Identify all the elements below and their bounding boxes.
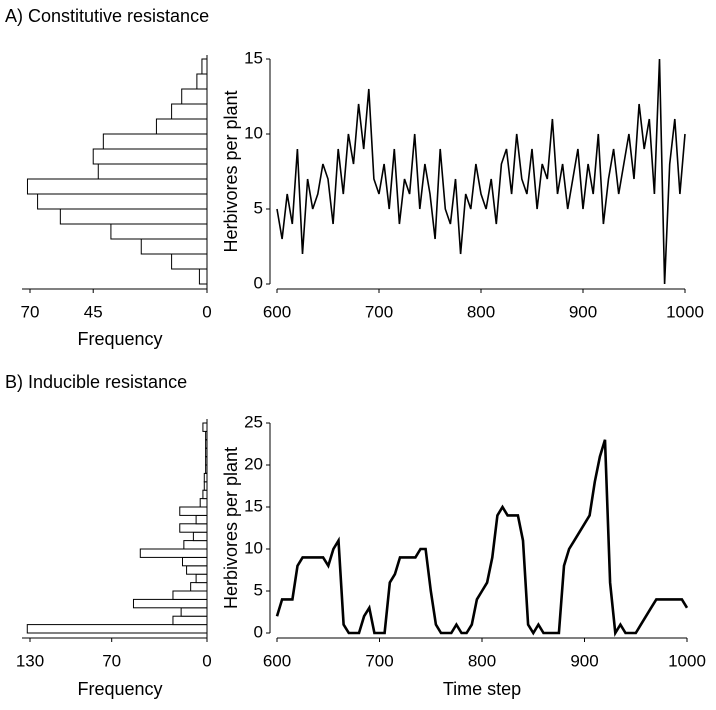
x-tick-label: 45 — [84, 302, 103, 321]
histogram-bar — [181, 556, 208, 567]
panel-title: A) Constitutive resistance — [5, 6, 209, 26]
x-tick-label: 130 — [16, 651, 44, 670]
histogram-bar — [203, 472, 208, 483]
histogram-bar — [179, 523, 208, 533]
histogram-bar — [202, 489, 208, 500]
panel-title: B) Inducible resistance — [5, 372, 187, 392]
x-tick-label: 600 — [263, 302, 291, 321]
x-axis-label: Time step — [443, 679, 521, 699]
x-tick-label: 600 — [263, 651, 291, 670]
y-tick-label: 0 — [254, 273, 263, 292]
histogram-bar — [180, 607, 208, 617]
histogram-bar — [110, 223, 208, 240]
x-tick-label: 700 — [365, 651, 393, 670]
histogram-bar — [202, 422, 208, 432]
histogram-bar — [155, 118, 208, 135]
histogram-bar — [132, 598, 208, 609]
histogram-bar — [26, 178, 208, 195]
x-tick-label: 700 — [365, 302, 393, 321]
y-axis-label: Herbivores per plant — [221, 90, 241, 252]
histogram-bar — [139, 548, 208, 558]
histogram-bar — [192, 531, 208, 542]
histogram-bar — [203, 481, 208, 491]
histogram-bar — [92, 148, 208, 165]
histogram-bar — [172, 615, 208, 626]
histogram-bar — [186, 565, 208, 575]
histogram-bar — [181, 88, 208, 105]
y-tick-label: 25 — [244, 412, 263, 431]
histogram-bar — [201, 58, 208, 75]
histogram-bar — [205, 430, 208, 441]
x-tick-label: 800 — [467, 302, 495, 321]
x-tick-label: 900 — [570, 651, 598, 670]
y-tick-label: 20 — [244, 454, 263, 473]
histogram-bar — [205, 456, 208, 466]
histogram-bar — [205, 439, 208, 449]
x-tick-label: 0 — [202, 302, 211, 321]
y-tick-label: 5 — [254, 580, 263, 599]
x-tick-label: 70 — [102, 651, 121, 670]
x-tick-label: 0 — [202, 651, 211, 670]
histogram-bar — [190, 582, 208, 592]
histogram-bar — [59, 208, 208, 225]
histogram-bar — [171, 103, 208, 120]
histogram-bar — [171, 253, 208, 270]
histogram-bar — [195, 573, 208, 584]
y-tick-label: 10 — [244, 123, 263, 142]
x-tick-label: 900 — [569, 302, 597, 321]
histogram-bar — [37, 193, 208, 210]
x-axis-label: Frequency — [77, 329, 162, 349]
histogram-bar — [205, 464, 208, 474]
histogram-bar — [195, 514, 208, 525]
histogram-bar — [205, 447, 208, 458]
histogram-bar — [172, 590, 208, 600]
x-tick-label: 1000 — [668, 651, 706, 670]
histogram-bar — [198, 268, 208, 285]
histogram-bar — [179, 506, 208, 516]
histogram-bar — [196, 73, 208, 90]
histogram-bar — [183, 540, 208, 550]
y-tick-label: 15 — [244, 496, 263, 515]
x-tick-label: 70 — [21, 302, 40, 321]
y-tick-label: 15 — [244, 48, 263, 67]
histogram-bar — [97, 163, 208, 180]
x-axis-label: Frequency — [77, 679, 162, 699]
series-line — [275, 439, 689, 637]
y-tick-label: 0 — [254, 622, 263, 641]
histogram-bar — [102, 133, 208, 150]
histogram-bar — [199, 498, 208, 508]
y-tick-label: 5 — [254, 198, 263, 217]
x-tick-label: 1000 — [666, 302, 704, 321]
histogram-bar — [26, 624, 208, 634]
series-line — [276, 58, 686, 285]
histogram-bar — [140, 238, 208, 255]
y-tick-label: 10 — [244, 538, 263, 557]
x-tick-label: 800 — [468, 651, 496, 670]
y-axis-label: Herbivores per plant — [221, 447, 241, 609]
